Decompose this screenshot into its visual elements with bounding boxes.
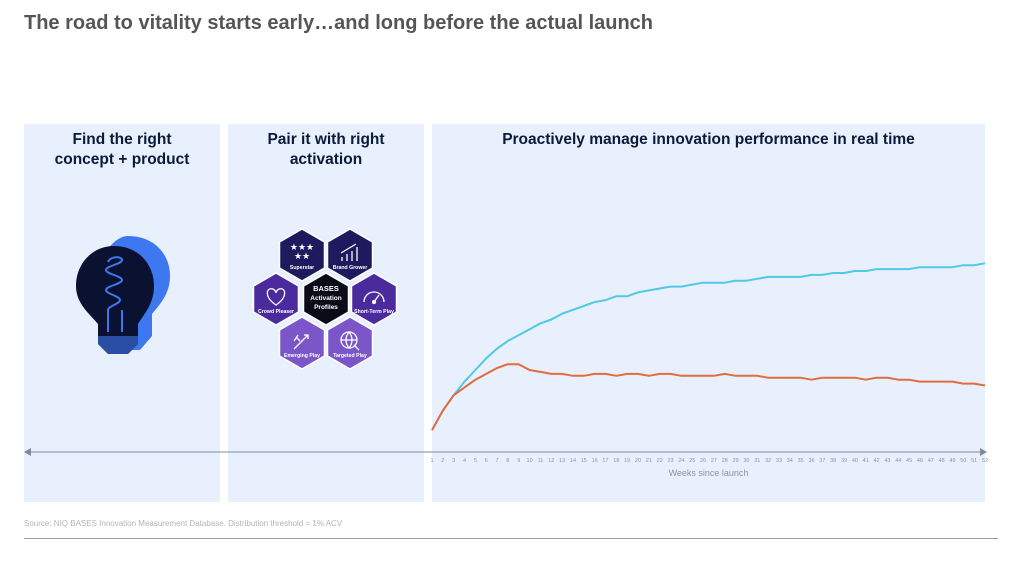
heart-icon	[266, 288, 286, 306]
hex-cell: Crowd Pleaser	[252, 272, 300, 326]
hex-cell: Emerging Play	[278, 316, 326, 370]
x-tick-label: 24	[678, 458, 684, 464]
x-tick-label: 49	[949, 458, 955, 464]
x-tick-label: 25	[689, 458, 695, 464]
source-note: Source: NIQ BASES Innovation Measurement…	[24, 519, 343, 528]
x-tick-label: 7	[496, 458, 499, 464]
x-tick-label: 23	[667, 458, 673, 464]
x-tick-label: 15	[581, 458, 587, 464]
hex-label: Short-Term Play	[354, 309, 394, 315]
panel-heading: Pair it with right activation	[228, 130, 424, 170]
svg-text:★★: ★★	[294, 251, 310, 261]
panel-concept-product: Find the right concept + product	[24, 124, 220, 502]
hex-cell: ★★★★★ Superstar	[278, 228, 326, 282]
stars-icon: ★★★★★	[290, 242, 314, 261]
panel-heading: Proactively manage innovation performanc…	[502, 131, 915, 148]
x-tick-label: 5	[474, 458, 477, 464]
hex-label: Targeted Play	[333, 353, 367, 359]
svg-text:★★★: ★★★	[290, 242, 314, 252]
x-tick-label: 45	[906, 458, 912, 464]
x-tick-label: 31	[754, 458, 760, 464]
x-tick-label: 18	[613, 458, 619, 464]
x-tick-label: 47	[928, 458, 934, 464]
x-tick-label: 41	[863, 458, 869, 464]
axis-arrow-left	[24, 448, 31, 456]
x-tick-label: 39	[841, 458, 847, 464]
x-tick-label: 32	[765, 458, 771, 464]
page-title: The road to vitality starts early…and lo…	[24, 12, 654, 34]
panel-heading-line: activation	[289, 151, 363, 168]
x-tick-label: 37	[819, 458, 825, 464]
lightbulb-icon	[76, 236, 170, 354]
x-tick-label: 21	[646, 458, 652, 464]
x-tick-label: 27	[711, 458, 717, 464]
panel-activation: Pair it with right activation ★★★ ★★ Super…	[228, 124, 424, 502]
x-tick-label: 42	[874, 458, 880, 464]
x-tick-label: 20	[635, 458, 641, 464]
x-tick-label: 28	[722, 458, 728, 464]
panel-heading-line: Pair it with right	[267, 131, 385, 148]
x-tick-label: 1	[430, 458, 433, 464]
growth-chart-icon	[340, 243, 358, 261]
x-tick-label: 10	[527, 458, 533, 464]
x-tick-label: 6	[485, 458, 488, 464]
x-tick-label: 51	[971, 458, 977, 464]
x-tick-label: 22	[657, 458, 663, 464]
x-tick-label: 26	[700, 458, 706, 464]
hex-label: Brand Grower	[333, 265, 368, 271]
x-tick-label: 3	[452, 458, 455, 464]
x-tick-label: 11	[538, 458, 544, 464]
hex-label: Emerging Play	[284, 353, 320, 359]
x-tick-label: 35	[798, 458, 804, 464]
gauge-icon	[363, 291, 385, 305]
x-tick-label: 33	[776, 458, 782, 464]
panel-performance: Proactively manage innovation performanc…	[432, 124, 985, 502]
x-tick-label: 44	[895, 458, 901, 464]
hex-cell: Short-Term Play	[350, 272, 398, 326]
x-tick-label: 14	[570, 458, 576, 464]
sparkle-icon	[293, 334, 309, 350]
x-tick-label: 46	[917, 458, 923, 464]
hex-center-label: BASES	[313, 284, 339, 293]
x-tick-label: 2	[441, 458, 444, 464]
x-tick-label: 29	[733, 458, 739, 464]
activation-profiles-hex-graphic: ★★★★★ Superstar Brand Grower Crowd Pleaser S…	[252, 228, 398, 370]
x-tick-label: 40	[852, 458, 858, 464]
x-tick-label: 19	[624, 458, 630, 464]
x-tick-label: 13	[559, 458, 565, 464]
x-tick-label: 52	[982, 458, 988, 464]
panel-heading-line: Find the right	[72, 131, 172, 148]
panel-heading-line: concept + product	[54, 151, 190, 168]
hex-label: Crowd Pleaser	[258, 309, 294, 315]
x-tick-label: 12	[548, 458, 554, 464]
hex-label: Superstar	[290, 265, 314, 271]
x-tick-label: 50	[960, 458, 966, 464]
x-tick-label: 16	[592, 458, 598, 464]
hex-cell: Targeted Play	[326, 316, 374, 370]
x-tick-label: 36	[808, 458, 814, 464]
x-tick-label: 38	[830, 458, 836, 464]
axis-arrow-right	[980, 448, 987, 456]
series-line-orange	[431, 363, 986, 431]
x-axis-label: Weeks since launch	[669, 468, 749, 478]
hex-center-label: Profiles	[314, 304, 338, 311]
x-tick-label: 48	[939, 458, 945, 464]
footer-divider	[24, 538, 998, 539]
hex-center-label: Activation	[310, 295, 341, 302]
series-line-blue	[431, 262, 986, 431]
hex-cell: Brand Grower	[326, 228, 374, 282]
x-tick-label: 4	[463, 458, 466, 464]
hex-center: BASES Activation Profiles	[302, 272, 350, 326]
x-tick-label: 30	[743, 458, 749, 464]
x-tick-label: 43	[884, 458, 890, 464]
x-tick-label: 9	[517, 458, 520, 464]
x-tick-label: 17	[602, 458, 608, 464]
globe-search-icon	[340, 331, 360, 351]
panel-heading: Find the right concept + product	[24, 130, 220, 170]
x-tick-label: 8	[506, 458, 509, 464]
x-tick-label: 34	[787, 458, 793, 464]
